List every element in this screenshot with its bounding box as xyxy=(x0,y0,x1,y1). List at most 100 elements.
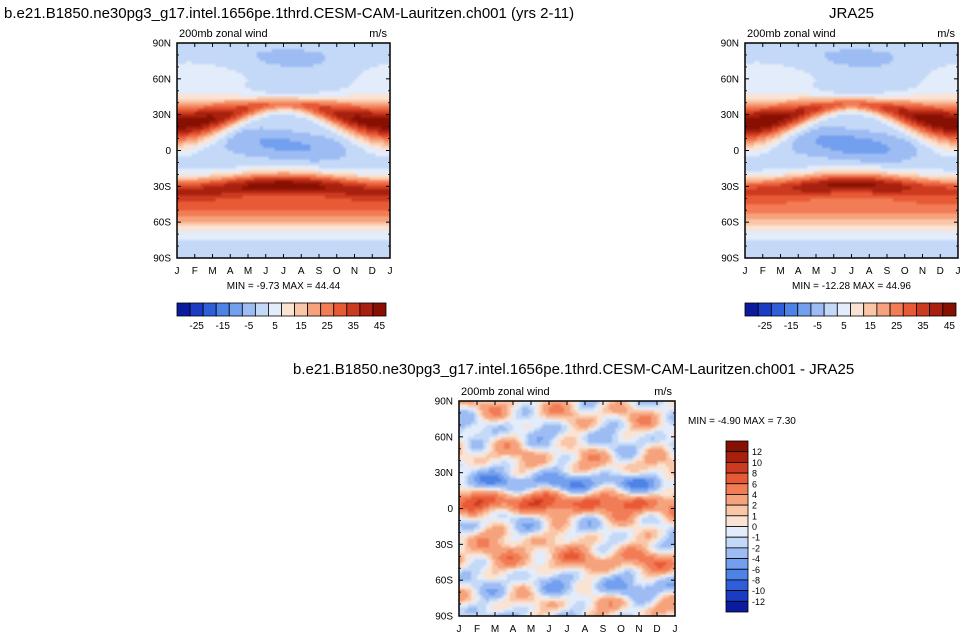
diff-ytick-label: 90S xyxy=(435,612,453,623)
model-xtick-label: S xyxy=(316,266,323,277)
diff-colorbar-label: 6 xyxy=(752,479,757,489)
obs-xtick-label: A xyxy=(795,266,802,277)
model-xtick-label: J xyxy=(388,266,393,277)
obs-ytick-label: 30S xyxy=(721,182,739,193)
diff-colorbar-box xyxy=(725,547,749,559)
diff-xtick-label: J xyxy=(565,624,570,635)
model-colorbar-label: -5 xyxy=(244,321,253,332)
obs-ytick-label: 30N xyxy=(721,110,739,121)
obs-colorbar-box xyxy=(850,302,865,317)
model-colorbar-label: 25 xyxy=(322,321,334,332)
obs-xtick-label: D xyxy=(937,266,944,277)
obs-xtick-label: J xyxy=(831,266,836,277)
diff-xtick-label: S xyxy=(600,624,607,635)
model-colorbar-box xyxy=(307,302,322,317)
model-ytick-label: 30S xyxy=(153,182,171,193)
model-xtick-label: J xyxy=(281,266,286,277)
diff-xtick-label: M xyxy=(491,624,499,635)
diff-ytick-label: 60S xyxy=(435,576,453,587)
obs-xtick-label: J xyxy=(849,266,854,277)
obs-colorbar-box xyxy=(770,302,785,317)
diff-colorbar-label: -8 xyxy=(752,575,760,585)
diff-ytick-label: 90N xyxy=(435,397,453,408)
model-colorbar-box xyxy=(215,302,230,317)
model-colorbar-label: -25 xyxy=(189,321,204,332)
model-xtick-label: O xyxy=(333,266,341,277)
model-xtick-label: A xyxy=(298,266,305,277)
obs-colorbar-label: -5 xyxy=(813,321,822,332)
model-xtick-label: D xyxy=(369,266,376,277)
model-ytick-label: 60S xyxy=(153,218,171,229)
model-colorbar-box xyxy=(176,302,191,317)
diff-colorbar-box xyxy=(725,451,749,463)
model-xtick-label: J xyxy=(263,266,268,277)
model-colorbar-box xyxy=(333,302,348,317)
diff-colorbar-box xyxy=(725,461,749,474)
diff-stats-label: MIN = -4.90 MAX = 7.30 xyxy=(688,416,796,427)
obs-variable-label: 200mb zonal wind xyxy=(747,28,836,40)
diff-colorbar-box xyxy=(725,579,749,592)
model-plot-title: b.e21.B1850.ne30pg3_g17.intel.1656pe.1th… xyxy=(4,5,575,22)
obs-ytick-label: 90S xyxy=(721,254,739,265)
diff-xtick-label: A xyxy=(582,624,589,635)
model-colorbar-box xyxy=(372,302,387,317)
diff-ytick-label: 60N xyxy=(435,432,453,443)
diff-xtick-label: J xyxy=(547,624,552,635)
diff-xtick-label: J xyxy=(457,624,462,635)
obs-units-label: m/s xyxy=(937,28,955,40)
model-colorbar-box xyxy=(254,302,269,317)
model-colorbar-box xyxy=(268,302,282,317)
model-ytick-label: 0 xyxy=(165,146,171,157)
model-xtick-label: M xyxy=(244,266,252,277)
diff-ytick-label: 0 xyxy=(447,504,453,515)
diff-colorbar-box xyxy=(725,600,749,613)
diff-ytick-label: 30S xyxy=(435,540,453,551)
model-colorbar-box xyxy=(346,302,361,317)
obs-colorbar-label: 25 xyxy=(891,321,903,332)
obs-colorbar-box xyxy=(784,302,799,317)
obs-ytick-label: 60S xyxy=(721,218,739,229)
diff-xtick-label: F xyxy=(474,624,480,635)
obs-xtick-label: O xyxy=(901,266,909,277)
model-colorbar-box xyxy=(281,302,295,317)
obs-stats-label: MIN = -12.28 MAX = 44.96 xyxy=(792,281,911,292)
obs-plot: 200mb zonal wind m/s 90N 60N 30N 0 30S 60S 90S J F… xyxy=(721,28,961,332)
obs-xtick-label: A xyxy=(866,266,873,277)
obs-colorbar-box xyxy=(942,302,957,317)
diff-xtick-label: J xyxy=(673,624,678,635)
model-stats-label: MIN = -9.73 MAX = 44.44 xyxy=(227,281,341,292)
diff-colorbar-label: 10 xyxy=(752,458,762,468)
diff-colorbar-box xyxy=(725,536,749,549)
obs-xtick-label: J xyxy=(956,266,961,277)
model-colorbar-box xyxy=(202,302,217,317)
model-xtick-label: M xyxy=(208,266,216,277)
obs-ytick-label: 60N xyxy=(721,74,739,85)
obs-colorbar-box xyxy=(902,302,917,317)
obs-colorbar-label: 5 xyxy=(841,321,847,332)
obs-colorbar-box xyxy=(744,302,759,317)
diff-xtick-label: M xyxy=(527,624,535,635)
obs-colorbar-label: -15 xyxy=(784,321,799,332)
model-colorbar-box xyxy=(241,302,256,317)
diff-colorbar-box xyxy=(725,472,749,485)
diff-colorbar-label: -1 xyxy=(752,533,760,543)
diff-colorbar-box xyxy=(725,558,749,570)
diff-plot-title: b.e21.B1850.ne30pg3_g17.intel.1656pe.1th… xyxy=(293,361,855,378)
obs-colorbar-box xyxy=(929,302,944,317)
diff-colorbar-label: 2 xyxy=(752,501,757,511)
diff-colorbar-box xyxy=(725,504,749,517)
obs-xtick-label: M xyxy=(812,266,820,277)
diff-colorbar-box xyxy=(725,590,749,602)
model-colorbar-box xyxy=(189,302,204,317)
diff-field xyxy=(459,401,675,616)
model-xtick-label: F xyxy=(192,266,198,277)
diff-colorbar-label: 0 xyxy=(752,522,757,532)
model-xtick-label: J xyxy=(175,266,180,277)
obs-colorbar-box xyxy=(836,302,851,317)
diff-colorbar-label: -2 xyxy=(752,543,760,553)
model-ytick-label: 30N xyxy=(153,110,171,121)
diff-colorbar-box xyxy=(725,515,749,527)
diff-colorbar-label: 1 xyxy=(752,511,757,521)
model-colorbar-label: 5 xyxy=(272,321,278,332)
obs-colorbar: -25 -15 -5 5 15 25 35 45 xyxy=(744,302,957,332)
